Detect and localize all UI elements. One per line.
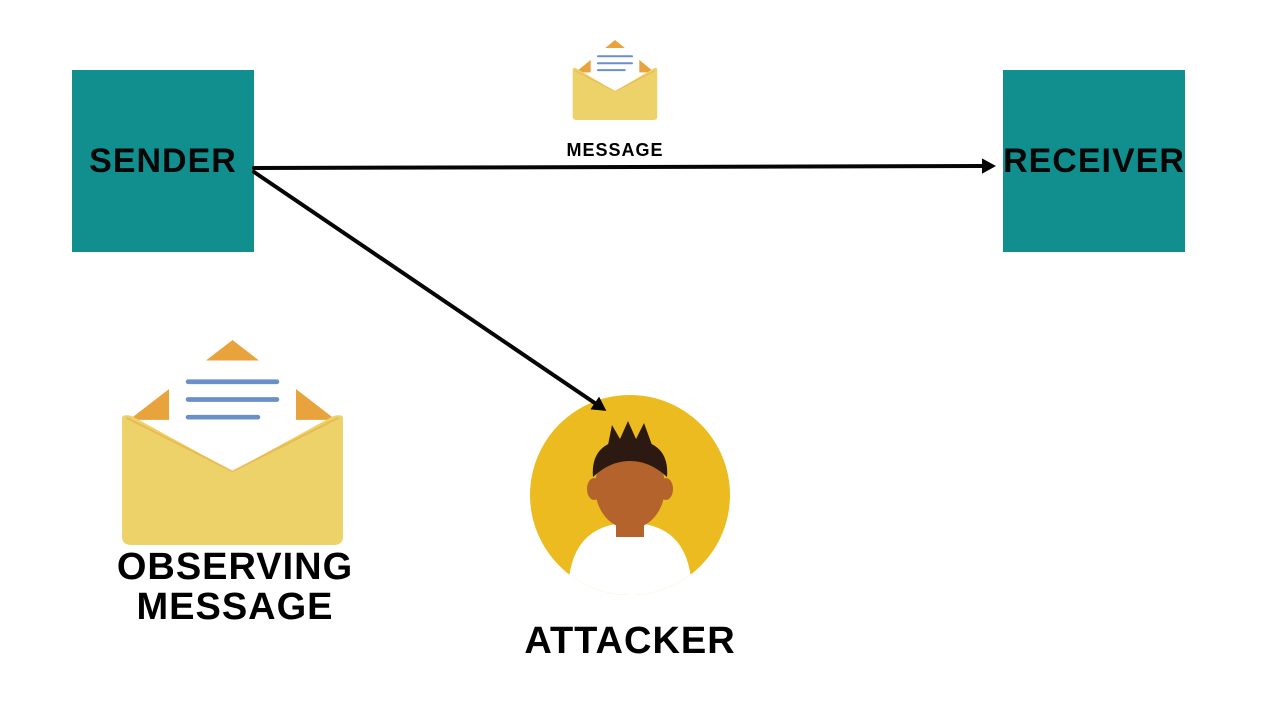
observing-label-line2: MESSAGE — [95, 588, 375, 628]
receiver-node: RECEIVER — [1003, 70, 1185, 252]
observing-label-line1: OBSERVING — [95, 548, 375, 588]
message-envelope-icon — [570, 40, 660, 120]
attacker-avatar-icon — [530, 395, 730, 595]
message-label: MESSAGE — [555, 140, 675, 161]
sender-label: SENDER — [89, 142, 237, 181]
attacker-label: ATTACKER — [490, 620, 770, 663]
receiver-label: RECEIVER — [1003, 142, 1185, 181]
sender-node: SENDER — [72, 70, 254, 252]
observing-envelope-icon — [115, 340, 350, 545]
observing-label: OBSERVING MESSAGE — [95, 548, 375, 628]
